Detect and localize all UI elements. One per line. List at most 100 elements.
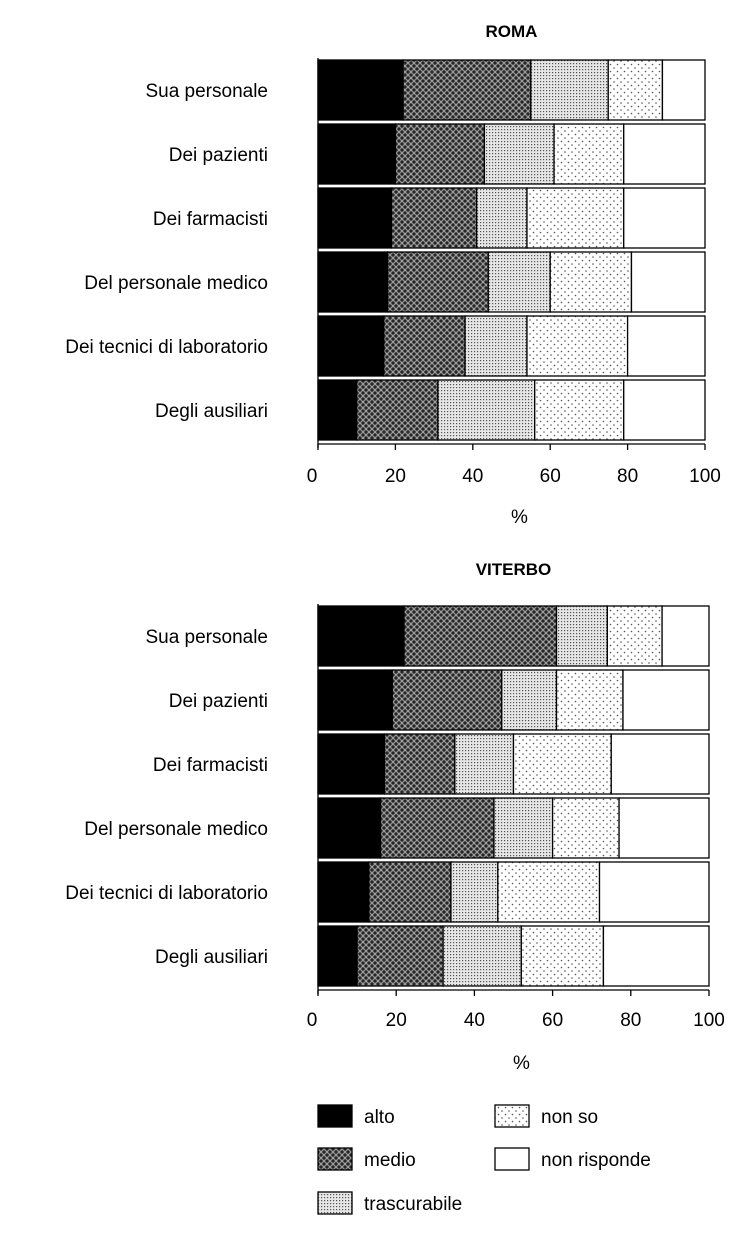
- bar-non-risponde-degli-ausiliari: [602, 925, 710, 987]
- category-label: Dei pazienti: [169, 691, 268, 712]
- legend-swatch-alto: [317, 1104, 353, 1128]
- bar-medio-dei-farmacisti: [383, 733, 456, 795]
- bar-non-risponde-dei-farmacisti: [623, 187, 706, 249]
- bar-alto-sua-personale: [317, 605, 405, 667]
- bar-non-risponde-dei-pazienti: [622, 669, 710, 731]
- bar-non-risponde-dei-tecnici-di-laboratorio: [598, 861, 710, 923]
- category-label: Dei farmacisti: [153, 755, 268, 776]
- bar-alto-sua-personale: [317, 59, 404, 121]
- chart-panel-roma: ROMA Sua personale Dei pazienti Dei farmaci…: [65, 22, 721, 528]
- bar-non-so-dei-tecnici-di-laboratorio: [497, 861, 601, 923]
- bar-non-risponde-degli-ausiliari: [623, 379, 706, 441]
- bar-medio-dei-tecnici-di-laboratorio: [368, 861, 452, 923]
- category-label: Degli ausiliari: [155, 947, 268, 968]
- legend: alto medio trascurabile non so non risponde: [317, 1104, 651, 1215]
- bar-medio-degli-ausiliari: [356, 379, 439, 441]
- category-label: Del personale medico: [84, 273, 268, 294]
- category-label: Sua personale: [145, 627, 268, 648]
- bar-alto-degli-ausiliari: [317, 379, 358, 441]
- bar-alto-dei-farmacisti: [317, 187, 393, 249]
- legend-label-non-so: non so: [541, 1107, 598, 1128]
- bar-trascurabile-dei-tecnici-di-laboratorio: [464, 315, 528, 377]
- bar-trascurabile-degli-ausiliari: [442, 925, 522, 987]
- bar-non-risponde-dei-farmacisti: [610, 733, 710, 795]
- legend-label-medio: medio: [364, 1150, 416, 1171]
- bar-non-risponde-sua-personale: [661, 59, 706, 121]
- x-axis-title: %: [511, 507, 528, 528]
- x-tick-label: 60: [540, 466, 561, 487]
- x-tick-label: 40: [464, 1010, 485, 1031]
- chart-title: ROMA: [486, 22, 538, 41]
- bar-non-so-degli-ausiliari: [520, 925, 605, 987]
- bar-trascurabile-dei-farmacisti: [454, 733, 515, 795]
- legend-swatch-non-risponde: [494, 1147, 530, 1171]
- x-tick-label: 100: [693, 1010, 725, 1031]
- bar-alto-dei-pazienti: [317, 669, 393, 731]
- bar-medio-dei-pazienti: [394, 123, 486, 185]
- x-tick-label: 0: [307, 1010, 318, 1031]
- bar-trascurabile-sua-personale: [530, 59, 609, 121]
- category-label: Dei pazienti: [169, 145, 268, 166]
- bar-alto-dei-tecnici-di-laboratorio: [317, 861, 370, 923]
- x-tick-label: 80: [620, 1010, 641, 1031]
- category-label: Del personale medico: [84, 819, 268, 840]
- bar-non-risponde-dei-pazienti: [623, 123, 706, 185]
- x-tick-label: 20: [386, 1010, 407, 1031]
- category-label: Sua personale: [145, 81, 268, 102]
- bar-trascurabile-del-personale-medico: [487, 251, 551, 313]
- bar-trascurabile-dei-pazienti: [501, 669, 558, 731]
- bar-alto-dei-tecnici-di-laboratorio: [317, 315, 385, 377]
- bar-medio-sua-personale: [403, 605, 558, 667]
- bar-medio-del-personale-medico: [387, 251, 489, 313]
- bar-trascurabile-sua-personale: [555, 605, 608, 667]
- bar-medio-degli-ausiliari: [356, 925, 444, 987]
- x-tick-label: 20: [385, 466, 406, 487]
- bar-non-so-del-personale-medico: [551, 797, 620, 859]
- category-label: Dei tecnici di laboratorio: [65, 337, 268, 358]
- bar-non-risponde-dei-tecnici-di-laboratorio: [626, 315, 706, 377]
- legend-swatch-non-so: [494, 1104, 530, 1128]
- x-tick-label: 40: [462, 466, 483, 487]
- legend-label-trascurabile: trascurabile: [364, 1194, 462, 1215]
- bar-medio-del-personale-medico: [379, 797, 495, 859]
- legend-swatch-trascurabile: [317, 1191, 353, 1215]
- bar-trascurabile-degli-ausiliari: [437, 379, 536, 441]
- x-tick-label: 80: [617, 466, 638, 487]
- bar-alto-del-personale-medico: [317, 251, 389, 313]
- bar-non-so-dei-tecnici-di-laboratorio: [526, 315, 629, 377]
- bar-alto-del-personale-medico: [317, 797, 382, 859]
- bar-trascurabile-del-personale-medico: [493, 797, 554, 859]
- bar-non-so-dei-farmacisti: [512, 733, 612, 795]
- bar-non-risponde-sua-personale: [661, 605, 710, 667]
- bar-medio-sua-personale: [402, 59, 532, 121]
- legend-label-non-risponde: non risponde: [541, 1150, 651, 1171]
- category-label: Dei tecnici di laboratorio: [65, 883, 268, 904]
- x-tick-label: 60: [542, 1010, 563, 1031]
- bar-non-so-dei-farmacisti: [526, 187, 625, 249]
- bar-alto-dei-pazienti: [317, 123, 397, 185]
- bar-trascurabile-dei-tecnici-di-laboratorio: [450, 861, 499, 923]
- bar-non-so-dei-pazienti: [555, 669, 624, 731]
- bar-non-risponde-del-personale-medico: [618, 797, 710, 859]
- bar-alto-degli-ausiliari: [317, 925, 358, 987]
- bar-medio-dei-tecnici-di-laboratorio: [383, 315, 466, 377]
- bar-alto-dei-farmacisti: [317, 733, 386, 795]
- legend-swatch-medio: [317, 1147, 353, 1171]
- bar-non-risponde-del-personale-medico: [630, 251, 706, 313]
- legend-label-alto: alto: [364, 1107, 395, 1128]
- bar-trascurabile-dei-pazienti: [483, 123, 555, 185]
- bar-non-so-degli-ausiliari: [534, 379, 625, 441]
- bar-non-so-dei-pazienti: [553, 123, 625, 185]
- bar-non-so-del-personale-medico: [549, 251, 633, 313]
- bar-non-so-sua-personale: [607, 59, 664, 121]
- x-tick-label: 0: [307, 466, 318, 487]
- chart-title: VITERBO: [476, 560, 552, 579]
- x-tick-label: 100: [689, 466, 721, 487]
- bar-medio-dei-pazienti: [391, 669, 503, 731]
- x-axis-title: %: [513, 1053, 530, 1074]
- chart-panel-viterbo: VITERBO Sua personale Dei pazienti Dei farm…: [65, 560, 725, 1074]
- category-label: Degli ausiliari: [155, 401, 268, 422]
- bar-non-so-sua-personale: [606, 605, 663, 667]
- category-label: Dei farmacisti: [153, 209, 268, 230]
